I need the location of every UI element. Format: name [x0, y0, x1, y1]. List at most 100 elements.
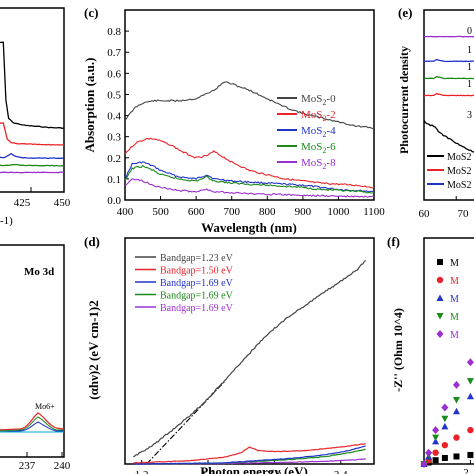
c-y-tick-label-4: 0.4 — [107, 111, 121, 123]
d-legend-label-2: Bandgap=1.69 eV — [160, 278, 234, 289]
panel-label-d: (d) — [84, 234, 100, 249]
a-tick-label-425: 425 — [14, 197, 31, 209]
c-series-line-1 — [124, 137, 375, 189]
f-point-1-2 — [432, 449, 439, 456]
d-series-line-1 — [133, 443, 366, 464]
c-x-tick-label-1: 500 — [152, 206, 169, 218]
f-point-1-4 — [453, 434, 460, 441]
d-x-tick-label-3: 2.4 — [334, 469, 348, 474]
f-point-3-5 — [466, 378, 474, 385]
c-legend-label-0: MoS2-0 — [301, 93, 336, 107]
b-annotation-mo3d: Mo 3d — [24, 266, 54, 278]
c-legend-label-3: MoS2-6 — [301, 141, 336, 155]
f-point-4-3 — [441, 403, 449, 412]
panel-label-e: (e) — [398, 5, 412, 20]
e-curve-number-0: 0 — [467, 26, 472, 37]
f-point-4-0 — [420, 460, 428, 468]
d-legend-label-4: Bandgap=1.69 eV — [160, 303, 234, 314]
c-legend-label-1: MoS2-2 — [301, 109, 336, 123]
c-series-line-3 — [124, 164, 375, 194]
d-legend-label-3: Bandgap=1.69 eV — [160, 291, 234, 302]
panel-e: (e) Photocurrent density 0 1 1 1 3 MoS2 MoS2 Mo… — [397, 5, 474, 220]
f-legend-marker-4 — [436, 330, 444, 338]
b-tick-label-240: 240 — [54, 460, 71, 472]
f-point-2-4 — [452, 407, 460, 415]
f-point-2-2 — [432, 437, 440, 445]
c-xlabel: Wavelength (nm) — [201, 220, 297, 235]
a-series-line-1 — [0, 122, 65, 146]
c-y-tick-label-6: 0.6 — [107, 68, 121, 80]
e-legend-label-2: MoS2 — [447, 180, 471, 191]
f-legend-marker-2 — [436, 294, 444, 301]
panel-d: (d) 1.2 1.6 2.0 2.4 Bandgap=1.23 eV Bandgap=… — [84, 234, 375, 474]
panel-c: (c) 400 500 600 700 800 900 1000 1100 0.0 0.1 0.2 0… — [82, 5, 385, 235]
panel-label-c: (c) — [84, 5, 98, 20]
c-series-line-0 — [124, 81, 375, 130]
c-y-tick-label-8: 0.8 — [107, 26, 121, 38]
d-series-line-2 — [133, 445, 366, 465]
f-legend-label-2: M — [450, 294, 459, 305]
e-curve-number-1: 1 — [467, 45, 472, 56]
e-tick-label-70: 70 — [458, 208, 470, 220]
a-series-line-0 — [0, 41, 65, 129]
f-point-3-2 — [432, 434, 440, 442]
c-ylabel: Absorption (a.u.) — [82, 58, 97, 153]
d-x-tick-label-2: 2.0 — [268, 469, 282, 474]
d-legend-label-1: Bandgap=1.50 eV — [160, 266, 234, 277]
f-point-0-4 — [453, 453, 460, 460]
e-series-line-3 — [423, 92, 474, 97]
f-point-2-5 — [466, 392, 474, 400]
c-x-tick-label-3: 700 — [223, 206, 240, 218]
f-legend-marker-0 — [437, 259, 443, 265]
c-y-tick-label-7: 0.7 — [107, 47, 121, 59]
e-series-line-4 — [423, 119, 474, 153]
f-point-4-1 — [425, 448, 433, 457]
c-x-tick-label-0: 400 — [117, 206, 134, 218]
d-x-tick-label-1: 1.6 — [201, 469, 215, 474]
c-y-tick-label-1: 0.1 — [107, 174, 121, 186]
b-curves — [0, 412, 65, 433]
e-legend-label-0: MoS2 — [447, 152, 471, 163]
f-legend-label-1: M — [450, 276, 459, 287]
c-y-tick-label-5: 0.5 — [107, 89, 121, 101]
c-series-line-4 — [124, 178, 375, 198]
f-point-4-5 — [466, 358, 474, 367]
c-y-tick-label-0: 0.0 — [107, 195, 121, 207]
b-tick-label-237: 237 — [19, 460, 36, 472]
c-x-tick-label-5: 900 — [295, 206, 312, 218]
d-x-tick-label-0: 1.2 — [135, 469, 149, 474]
f-legend-label-4: M — [450, 330, 459, 341]
f-ylabel: -Z'' (Ohm 10^4) — [391, 308, 405, 392]
f-point-2-3 — [441, 422, 449, 430]
e-series-line-2 — [423, 75, 474, 80]
c-legend-label-4: MoS2-8 — [301, 157, 336, 171]
c-y-tick-label-2: 0.2 — [107, 153, 121, 165]
e-ylabel: Photocurrent density — [397, 46, 411, 154]
d-ylabel: (αhν)2 (eV cm-1)2 — [86, 300, 101, 399]
a-xlabel-fragment: -1) — [0, 215, 13, 227]
a-series-line-4 — [0, 171, 65, 174]
f-legend-marker-3 — [436, 313, 444, 320]
f-point-1-5 — [467, 426, 474, 434]
c-x-tick-label-7: 1100 — [363, 206, 385, 218]
c-y-tick-label-3: 0.3 — [107, 132, 121, 144]
f-point-3-3 — [441, 415, 449, 423]
f-point-0-5 — [467, 451, 474, 458]
f-point-0-3 — [441, 454, 448, 461]
f-point-0-2 — [432, 457, 439, 464]
f-legend-label-3: M — [450, 312, 459, 323]
f-point-4-4 — [452, 380, 460, 389]
f-point-3-4 — [452, 396, 460, 404]
a-tick-label-450: 450 — [54, 197, 71, 209]
a-series-line-3 — [0, 163, 65, 167]
f-tick-label-2: 2 — [463, 467, 469, 474]
c-x-tick-label-2: 600 — [188, 206, 205, 218]
panel-label-f: (f) — [387, 234, 400, 249]
d-series-line-0 — [133, 260, 366, 458]
a-series-line-2 — [0, 152, 64, 160]
panel-a: 425 450 -1) — [0, 7, 71, 227]
f-legend-label-0: M — [450, 258, 459, 269]
